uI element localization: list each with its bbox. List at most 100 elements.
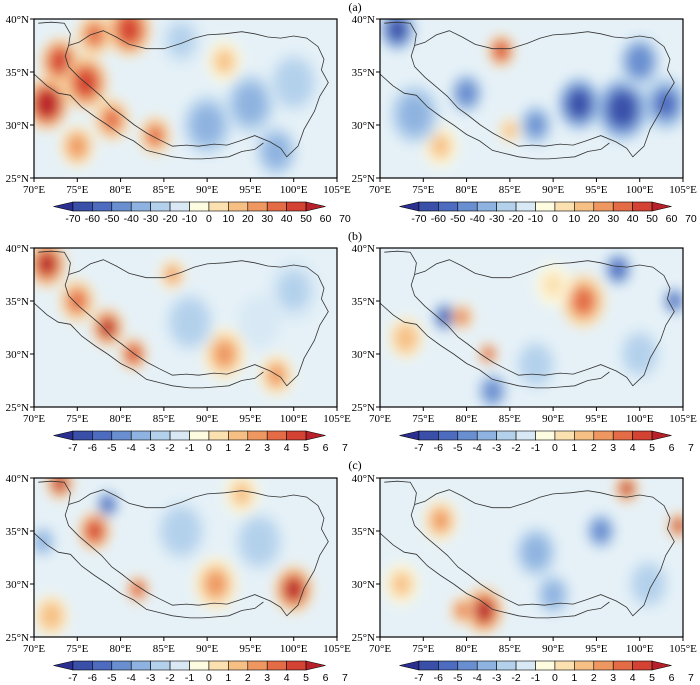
contour-blob: [118, 19, 140, 43]
colorbar-swatch: [554, 430, 575, 441]
map-frame: [33, 247, 338, 408]
contour-blob: [170, 27, 192, 53]
colorbar-swatch: [418, 201, 439, 212]
colorbar-tick-label: -7: [414, 442, 423, 454]
colorbar-tick-label: -60: [431, 213, 446, 225]
colorbar-tick-label: 5: [649, 672, 655, 684]
colorbar-tick-label: -7: [414, 672, 423, 684]
colorbar-swatch: [111, 430, 132, 441]
colorbar-tick-label: 10: [223, 213, 235, 225]
contour-blob: [544, 584, 562, 605]
y-tick-label: 40°N: [352, 14, 375, 26]
colorbar-tick-label: 20: [588, 213, 600, 225]
contour-blob: [629, 48, 651, 75]
contour-blob: [50, 50, 70, 73]
contour-field: [384, 478, 683, 634]
contour-blob: [205, 571, 227, 597]
contour-blob: [389, 19, 406, 40]
colorbar-tick-label: -7: [68, 672, 77, 684]
contour-blob: [281, 275, 307, 306]
country-boundary: [384, 480, 417, 505]
colorbar-tick-label: 5: [303, 672, 309, 684]
y-tick-label: 40°N: [6, 14, 29, 26]
colorbar-swatch: [92, 201, 113, 212]
x-tick-label: 105°E: [669, 413, 697, 425]
colorbar-tick-label: -30: [489, 213, 504, 225]
colorbar-swatch: [72, 201, 93, 212]
colorbar-tick-label: 50: [646, 213, 658, 225]
colorbar-swatch: [476, 660, 497, 671]
x-tick-label: 85°E: [499, 413, 521, 425]
map-panel: 70°E 75°E 80°E 85°E 90°E 95°E 100°E 105°E40°N35…: [352, 243, 697, 454]
contour-blob: [166, 266, 179, 283]
colorbar-swatch: [305, 430, 326, 441]
x-tick-label: 95°E: [585, 184, 607, 196]
colorbar-swatch: [535, 430, 556, 441]
contour-blob: [268, 365, 285, 386]
contour-blob: [68, 136, 86, 157]
colorbar-swatch: [593, 201, 614, 212]
colorbar-swatch: [169, 660, 190, 671]
contour-blob: [36, 533, 49, 550]
colorbar-tick-label: -2: [511, 442, 520, 454]
colorbar-tick-label: 20: [242, 213, 254, 225]
y-tick-label: 35°N: [352, 67, 375, 79]
colorbar-tick-label: 70: [339, 213, 351, 225]
colorbar-swatch: [632, 430, 653, 441]
y-tick-label: 35°N: [352, 296, 375, 308]
colorbar-tick-label: -4: [127, 442, 136, 454]
colorbar-swatch: [496, 430, 517, 441]
x-tick-label: 85°E: [499, 643, 521, 655]
colorbar-swatch: [72, 430, 93, 441]
map-frame: [33, 18, 338, 179]
colorbar-tick-label: 1: [571, 672, 577, 684]
colorbar-tick-label: 1: [225, 672, 231, 684]
colorbar-swatch: [554, 660, 575, 671]
contour-blob: [36, 91, 58, 117]
x-tick-label: 100°E: [626, 643, 654, 655]
colorbar-tick-label: 7: [688, 442, 694, 454]
x-tick-label: 100°E: [280, 643, 308, 655]
contour-blob: [485, 381, 501, 401]
colorbar-tick-label: 7: [688, 672, 694, 684]
colorbar-tick-label: -1: [531, 672, 540, 684]
y-tick-label: 30°N: [352, 349, 375, 361]
map-frame: [379, 18, 684, 179]
colorbar-tick-label: 0: [552, 213, 558, 225]
contour-blob: [621, 481, 633, 496]
colorbar-swatch: [247, 201, 268, 212]
contour-blob: [432, 136, 449, 157]
y-tick-label: 35°N: [6, 526, 29, 538]
colorbar: -70 -60 -50 -40 -30 -20 -10 0 10 20 30 40 50 60 70: [399, 201, 697, 225]
y-tick-label: 40°N: [6, 243, 29, 255]
row-label-c: (c): [348, 458, 361, 472]
plateau-boundary: [410, 30, 675, 158]
map-panel: 70°E 75°E 80°E 85°E 90°E 95°E 100°E 105°E40°N35…: [6, 473, 351, 684]
colorbar-swatch: [228, 430, 249, 441]
x-tick-label: 105°E: [323, 184, 351, 196]
plateau-boundary: [64, 259, 329, 387]
y-tick-label: 35°N: [6, 67, 29, 79]
y-tick-label: 25°N: [6, 173, 29, 185]
colorbar-swatch: [53, 201, 74, 212]
colorbar-tick-label: 0: [206, 672, 212, 684]
colorbar-tick-label: -1: [185, 672, 194, 684]
colorbar-tick-label: 40: [281, 213, 293, 225]
map-frame: [33, 477, 338, 638]
contour-blob: [402, 99, 428, 130]
colorbar-swatch: [228, 660, 249, 671]
contour-blob: [494, 43, 508, 59]
colorbar-swatch: [266, 660, 287, 671]
colorbar-swatch: [651, 201, 672, 212]
colorbar-swatch: [515, 430, 536, 441]
colorbar-tick-label: -5: [453, 672, 462, 684]
contour-blob: [439, 310, 451, 324]
contour-blob: [456, 603, 468, 618]
colorbar-swatch: [438, 201, 459, 212]
colorbar-swatch: [286, 430, 307, 441]
colorbar-swatch: [438, 660, 459, 671]
colorbar-swatch: [399, 201, 420, 212]
x-tick-label: 100°E: [626, 184, 654, 196]
contour-blob: [527, 114, 545, 136]
colorbar-swatch: [651, 430, 672, 441]
